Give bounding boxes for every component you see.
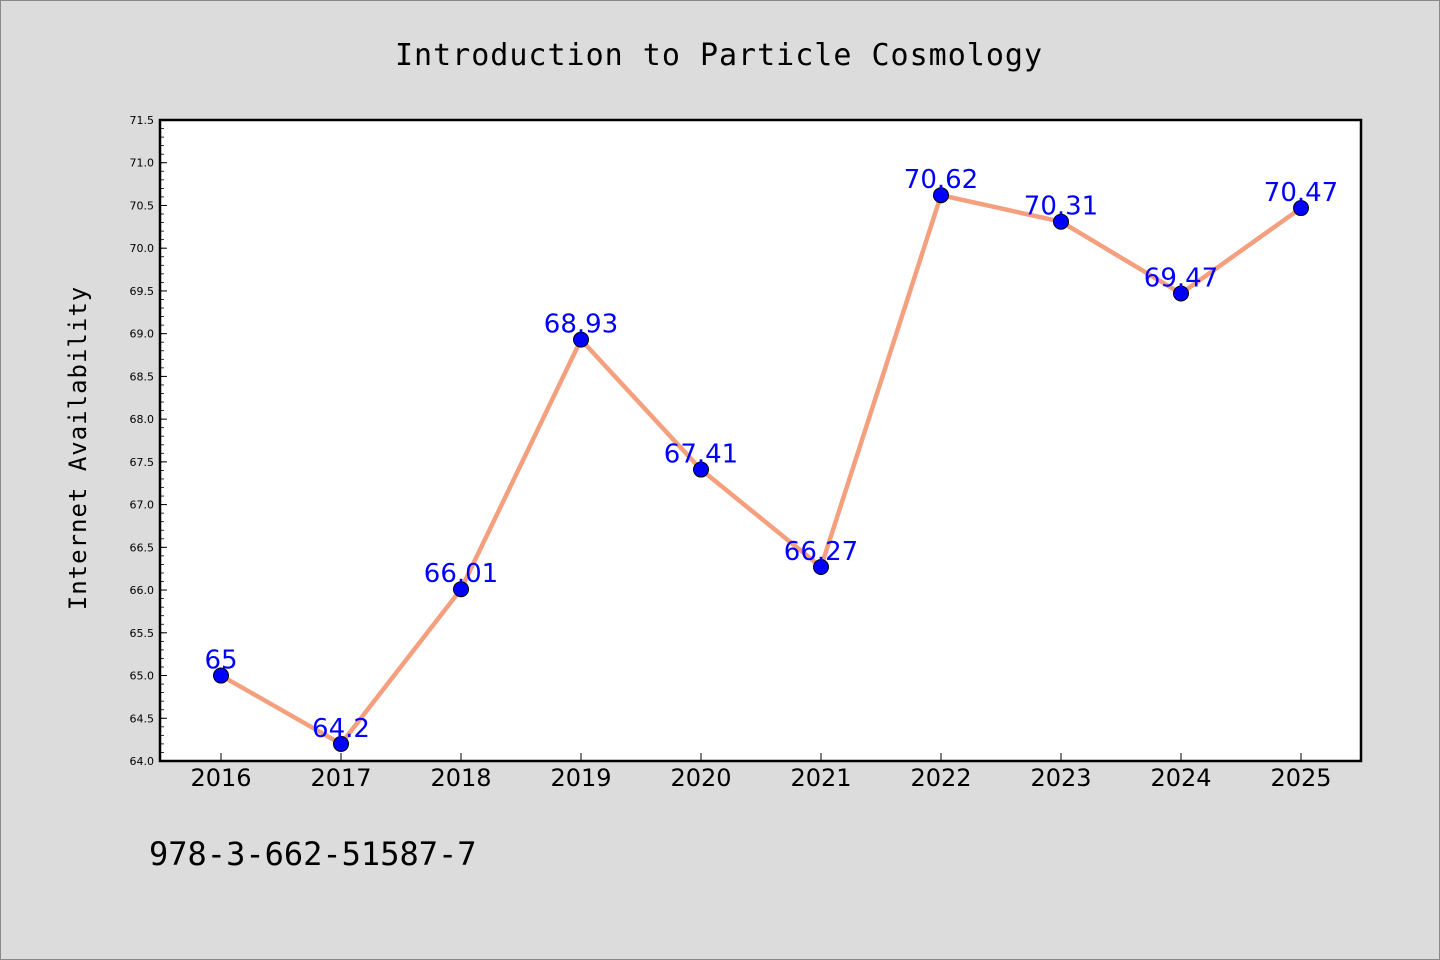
series-line [218,192,1304,747]
x-tick-label: 2018 [430,764,491,792]
x-tick-label: 2021 [790,764,851,792]
x-tick-label: 2016 [190,764,251,792]
data-label: 66.01 [424,559,498,589]
x-tick-label: 2017 [310,764,371,792]
x-tick-label: 2024 [1150,764,1211,792]
x-tick-label: 2025 [1270,764,1331,792]
isbn-footer: 978-3-662-51587-7 [149,835,477,873]
y-tick-label: 67.0 [130,499,155,512]
data-label: 70.62 [904,165,978,195]
y-tick-label: 65.0 [130,670,155,683]
y-tick-label: 68.0 [130,413,155,426]
y-tick-label: 69.5 [130,285,155,298]
data-label: 68.93 [544,310,618,340]
x-tick-label: 2019 [550,764,611,792]
y-tick-label: 65.5 [130,627,155,640]
data-point [573,331,589,348]
data-label: 66.27 [784,537,858,567]
chart-title: Introduction to Particle Cosmology [395,38,1043,73]
data-label: 70.31 [1024,192,1098,222]
data-point [813,558,829,575]
data-point [933,187,949,204]
y-axis-ticks: 64.0 64.5 65.0 65.5 66.0 66.5 67.0 67.5 68.0 68.5… [130,114,167,768]
data-point [1173,285,1189,302]
y-tick-label: 67.5 [130,456,155,469]
data-point [453,581,469,598]
y-tick-label: 69.0 [130,328,155,341]
series-line-group [218,192,1304,747]
y-axis-label: Internet Availability [64,286,92,610]
data-markers [213,187,1309,752]
data-point [333,735,349,752]
y-tick-label: 66.5 [130,541,155,554]
y-tick-label: 64.5 [130,712,155,725]
y-tick-label: 70.0 [130,242,155,255]
data-point [1293,200,1309,217]
y-tick-label: 71.5 [130,114,155,127]
y-tick-label: 66.0 [130,584,155,597]
data-label: 67.41 [664,440,738,470]
data-point [1053,213,1069,230]
data-label: 65 [204,646,237,676]
x-tick-label: 2023 [1030,764,1091,792]
data-labels: 65 64.2 66.01 68.93 67.41 66.27 70.62 70.31 69.4… [204,165,1338,744]
data-label: 69.47 [1144,263,1218,293]
x-tick-label: 2020 [670,764,731,792]
data-point [213,667,229,684]
plot-area [160,120,1361,761]
y-tick-label: 68.5 [130,370,155,383]
x-axis-ticks: 2016 2017 2018 2019 2020 2021 2022 2023 2024 2025 [190,753,1332,792]
data-point [693,461,709,478]
y-tick-label: 70.5 [130,199,155,212]
data-label: 64.2 [312,714,370,744]
x-tick-label: 2022 [910,764,971,792]
plot-frame [158,118,1363,763]
y-tick-label: 71.0 [130,157,155,170]
y-tick-label: 64.0 [130,755,155,768]
data-label: 70.47 [1264,178,1338,208]
